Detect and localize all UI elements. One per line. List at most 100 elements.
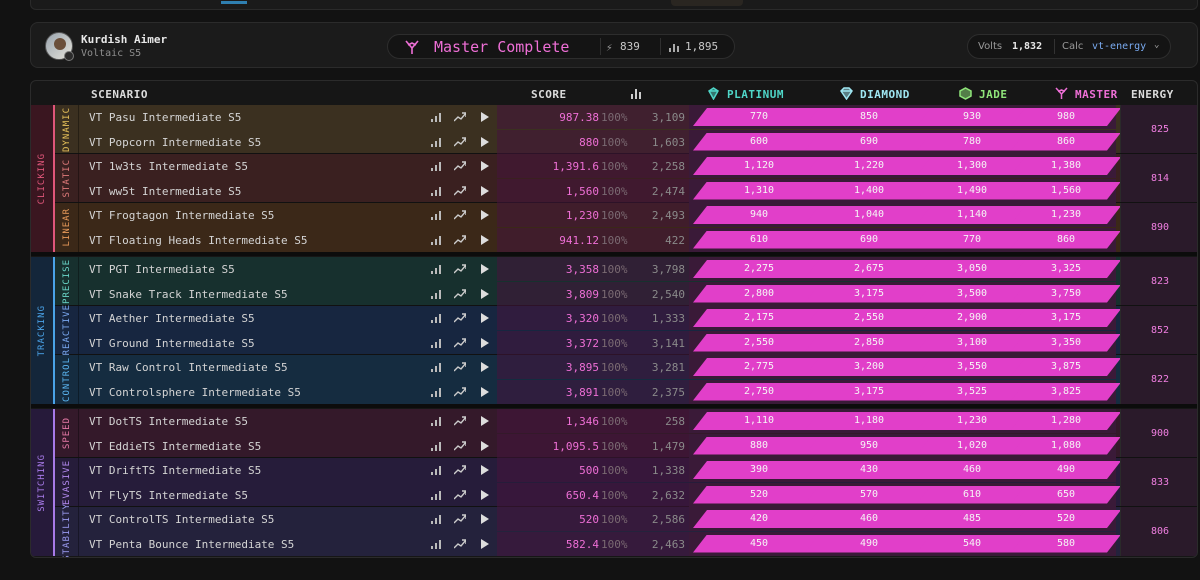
table-row[interactable]: VT Controlsphere Intermediate S5 3,891 100…	[79, 379, 1120, 404]
trend-icon[interactable]	[454, 264, 466, 274]
chevron-down-icon[interactable]: ⌄	[1154, 40, 1160, 50]
table-row[interactable]: VT Raw Control Intermediate S5 3,895 100% 3…	[79, 355, 1120, 379]
table-row[interactable]: VT Ground Intermediate S5 3,372 100% 3,141 2…	[79, 330, 1120, 355]
stats-icon[interactable]	[431, 211, 442, 220]
stats-icon[interactable]	[431, 235, 442, 245]
scenario-name[interactable]: VT Popcorn Intermediate S5	[89, 135, 262, 149]
scenario-name[interactable]: VT Raw Control Intermediate S5	[89, 361, 288, 374]
scenario-name[interactable]: VT Aether Intermediate S5	[89, 312, 255, 325]
stats-icon[interactable]	[431, 387, 442, 397]
play-icon[interactable]	[481, 264, 489, 274]
play-icon[interactable]	[481, 288, 489, 299]
trend-icon[interactable]	[454, 440, 466, 451]
scenario-name[interactable]: VT ControlTS Intermediate S5	[89, 513, 275, 526]
trend-icon[interactable]	[454, 465, 466, 475]
scenario-name[interactable]: VT Frogtagon Intermediate S5	[89, 209, 275, 222]
play-icon[interactable]	[481, 538, 489, 549]
table-row[interactable]: VT FlyTS Intermediate S5 650.4 100% 2,632 52…	[79, 482, 1120, 507]
trend-icon[interactable]	[454, 362, 466, 372]
scenario-name[interactable]: VT DotTS Intermediate S5	[89, 415, 248, 428]
scenario-name[interactable]: VT ww5t Intermediate S5	[89, 184, 242, 198]
trend-icon[interactable]	[454, 234, 466, 245]
stats-icon[interactable]	[431, 515, 442, 524]
trend-icon[interactable]	[454, 161, 466, 171]
scenario-name[interactable]: VT DriftTS Intermediate S5	[89, 464, 262, 477]
scenario-name[interactable]: VT EddieTS Intermediate S5	[89, 439, 262, 453]
trend-icon[interactable]	[454, 288, 466, 299]
play-icon[interactable]	[481, 210, 489, 220]
stats-icon[interactable]	[431, 539, 442, 549]
stats-icon[interactable]	[431, 338, 442, 348]
threshold-value: 3,100	[956, 336, 988, 348]
scenario-name[interactable]: VT PGT Intermediate S5	[89, 263, 235, 276]
stats-icon[interactable]	[431, 490, 442, 500]
table-row[interactable]: VT Popcorn Intermediate S5 880 100% 1,603 60…	[79, 129, 1120, 154]
stats-icon[interactable]	[431, 113, 442, 122]
scenario-name[interactable]: VT Snake Track Intermediate S5	[89, 287, 288, 301]
trend-icon[interactable]	[454, 185, 466, 196]
scenario-name[interactable]: VT 1w3ts Intermediate S5	[89, 160, 248, 173]
avatar[interactable]	[45, 32, 73, 60]
table-row[interactable]: VT ww5t Intermediate S5 1,560 100% 2,474 1,3…	[79, 178, 1120, 203]
stats-icon[interactable]	[431, 162, 442, 171]
trend-icon[interactable]	[454, 136, 466, 147]
play-icon[interactable]	[481, 489, 489, 500]
table-row[interactable]: VT Snake Track Intermediate S5 3,809 100% 2…	[79, 281, 1120, 306]
table-row[interactable]: VT DotTS Intermediate S5 1,346 100% 258 1,11…	[79, 409, 1120, 433]
trend-icon[interactable]	[454, 514, 466, 524]
trend-icon[interactable]	[454, 210, 466, 220]
scenario-name[interactable]: VT Penta Bounce Intermediate S5	[89, 537, 295, 551]
play-icon[interactable]	[481, 362, 489, 372]
header-scenario[interactable]: SCENARIO	[91, 88, 148, 101]
play-icon[interactable]	[481, 465, 489, 475]
scenario-name[interactable]: VT Controlsphere Intermediate S5	[89, 385, 301, 399]
header-energy[interactable]: ENERGY	[1131, 88, 1174, 101]
table-row[interactable]: VT Aether Intermediate S5 3,320 100% 1,333 2…	[79, 306, 1120, 330]
trend-icon[interactable]	[454, 538, 466, 549]
play-icon[interactable]	[481, 440, 489, 451]
stats-icon[interactable]	[431, 363, 442, 372]
trend-icon[interactable]	[454, 337, 466, 348]
table-row[interactable]: VT 1w3ts Intermediate S5 1,391.6 100% 2,258…	[79, 154, 1120, 178]
play-icon[interactable]	[481, 112, 489, 122]
trend-icon[interactable]	[454, 386, 466, 397]
play-icon[interactable]	[481, 185, 489, 196]
trend-icon[interactable]	[454, 313, 466, 323]
trend-icon[interactable]	[454, 416, 466, 426]
play-icon[interactable]	[481, 136, 489, 147]
stats-icon[interactable]	[431, 186, 442, 196]
play-icon[interactable]	[481, 337, 489, 348]
stats-icon[interactable]	[431, 137, 442, 147]
table-row[interactable]: VT Pasu Intermediate S5 987.38 100% 3,109 77…	[79, 105, 1120, 129]
table-row[interactable]: VT Penta Bounce Intermediate S5 582.4 100%…	[79, 531, 1120, 556]
table-row[interactable]: VT Floating Heads Intermediate S5 941.12 1…	[79, 227, 1120, 252]
plays-header-icon[interactable]	[630, 87, 642, 99]
play-icon[interactable]	[481, 416, 489, 426]
play-icon[interactable]	[481, 313, 489, 323]
table-row[interactable]: VT DriftTS Intermediate S5 500 100% 1,338 39…	[79, 458, 1120, 482]
top-tab-selected[interactable]	[671, 0, 743, 6]
stats-icon[interactable]	[431, 289, 442, 299]
stats-icon[interactable]	[431, 314, 442, 323]
stats-icon[interactable]	[431, 466, 442, 475]
trend-icon[interactable]	[454, 489, 466, 500]
play-icon[interactable]	[481, 386, 489, 397]
table-row[interactable]: VT PGT Intermediate S5 3,358 100% 3,798 2,27…	[79, 257, 1120, 281]
scenario-name[interactable]: VT Pasu Intermediate S5	[89, 111, 242, 124]
stats-icon[interactable]	[431, 441, 442, 451]
play-icon[interactable]	[481, 514, 489, 524]
calc-value[interactable]: vt-energy	[1092, 41, 1147, 52]
trend-icon[interactable]	[454, 112, 466, 122]
play-icon[interactable]	[481, 161, 489, 171]
scenario-name[interactable]: VT FlyTS Intermediate S5	[89, 488, 248, 502]
table-row[interactable]: VT ControlTS Intermediate S5 520 100% 2,586…	[79, 507, 1120, 531]
calc-selector[interactable]: Volts 1,832 Calc vt-energy ⌄	[967, 34, 1171, 59]
stats-icon[interactable]	[431, 265, 442, 274]
table-row[interactable]: VT EddieTS Intermediate S5 1,095.5 100% 1,4…	[79, 433, 1120, 458]
table-row[interactable]: VT Frogtagon Intermediate S5 1,230 100% 2,4…	[79, 203, 1120, 227]
stats-icon[interactable]	[431, 417, 442, 426]
scenario-name[interactable]: VT Ground Intermediate S5	[89, 336, 255, 350]
header-score[interactable]: SCORE	[531, 88, 567, 101]
scenario-name[interactable]: VT Floating Heads Intermediate S5	[89, 233, 308, 247]
play-icon[interactable]	[481, 234, 489, 245]
